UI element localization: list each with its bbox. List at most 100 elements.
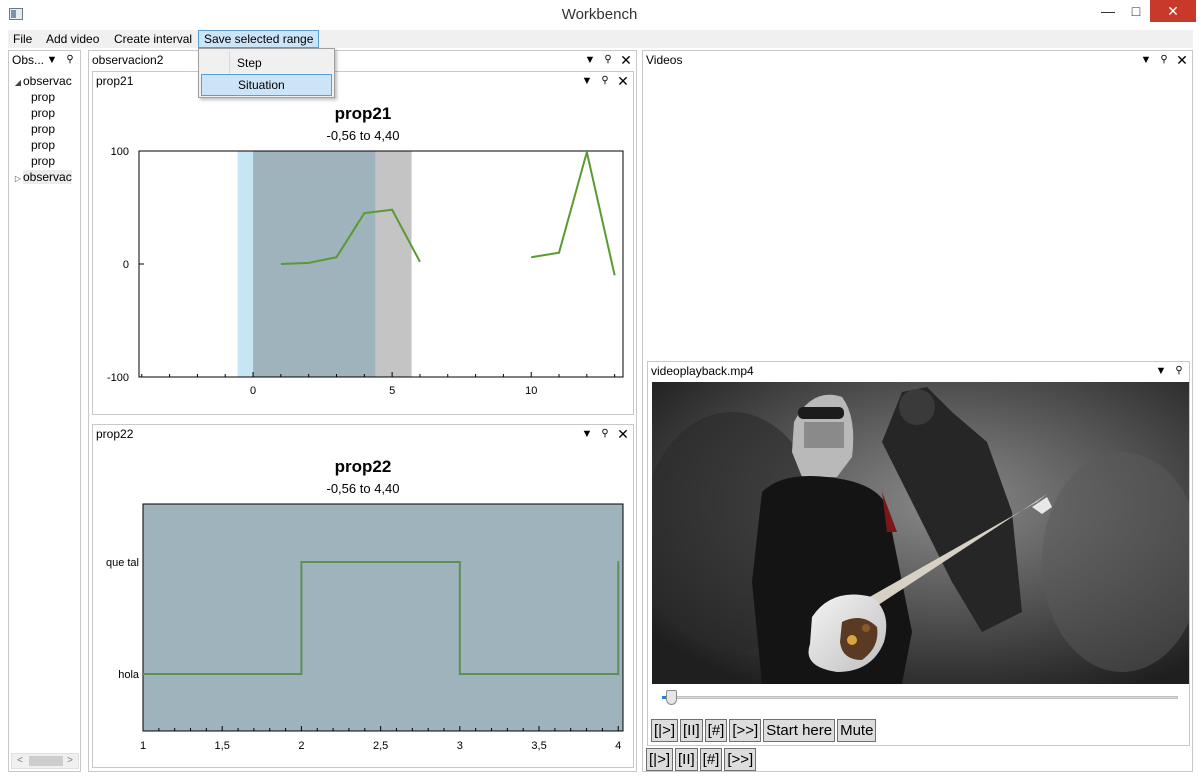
tree-node-label: observac: [23, 74, 72, 88]
dropdown-item-situation[interactable]: Situation: [201, 74, 332, 96]
chevron-down-icon[interactable]: ▼: [1155, 365, 1167, 377]
chevron-down-icon[interactable]: ▼: [581, 428, 593, 440]
pin-icon[interactable]: ⚲: [66, 54, 74, 65]
pin-icon[interactable]: ⚲: [601, 428, 609, 439]
tree-node-label: prop: [31, 90, 56, 104]
observation-tree: ◢ observac prop prop prop prop prop ▷ observac: [11, 73, 77, 185]
maximize-button[interactable]: □: [1131, 3, 1141, 19]
app-icon: [9, 8, 23, 20]
videos-pane: Videos ▼ ⚲ ✕ videoplayback.mp4 ▼ ⚲: [642, 50, 1193, 772]
observations-pane-title: Obs...: [12, 53, 45, 67]
fast-forward-all-button[interactable]: [>>]: [724, 748, 757, 771]
start-here-button[interactable]: Start here: [763, 719, 836, 742]
prop21-pane: prop21 ▼ ⚲ ✕ prop21 -0,56 to 4,40 0 5 10 10…: [92, 71, 634, 415]
close-icon[interactable]: ✕: [617, 73, 629, 89]
dropdown-item-step[interactable]: Step: [237, 56, 262, 70]
pin-icon[interactable]: ⚲: [604, 54, 612, 65]
tree-node-property[interactable]: prop: [11, 153, 77, 169]
pause-button[interactable]: [II]: [680, 719, 703, 742]
scrollbar-thumb[interactable]: [29, 756, 63, 766]
save-range-dropdown: Step Situation: [198, 48, 335, 98]
step-series-line: [143, 561, 620, 675]
prop22-chart-subtitle: -0,56 to 4,40: [326, 481, 400, 496]
close-icon[interactable]: ✕: [620, 52, 632, 68]
prop22-chart[interactable]: 1 1,5 2 2,5 3 3,5 4 hola que tal: [93, 425, 633, 767]
y-category-label: hola: [118, 669, 140, 681]
observation-pane-title: observacion2: [92, 53, 164, 67]
x-tick-label: 2: [298, 740, 304, 752]
play-all-button[interactable]: [|>]: [646, 748, 673, 771]
prop21-chart-subtitle: -0,56 to 4,40: [326, 128, 400, 143]
prop21-pane-controls: ▼ ⚲ ✕: [581, 72, 629, 90]
pause-all-button[interactable]: [II]: [675, 748, 698, 771]
video-frame[interactable]: [652, 382, 1189, 684]
video-still-image: [652, 382, 1189, 684]
tree-node-label: prop: [31, 154, 56, 168]
chevron-down-icon[interactable]: ▼: [581, 75, 593, 87]
chevron-down-icon[interactable]: ▼: [46, 54, 58, 66]
observations-pane-controls: ▼ ⚲: [46, 51, 76, 69]
close-icon[interactable]: ✕: [617, 426, 629, 442]
scroll-left-icon[interactable]: <: [17, 755, 23, 766]
seek-thumb[interactable]: [665, 690, 677, 705]
seek-track[interactable]: [662, 696, 1178, 699]
window-title: Workbench: [561, 6, 638, 23]
x-tick-label: 4: [615, 740, 621, 752]
x-tick-label: 2,5: [373, 740, 388, 752]
videos-pane-title: Videos: [646, 53, 683, 67]
horizontal-scrollbar[interactable]: < >: [11, 753, 79, 769]
prop22-pane-controls: ▼ ⚲ ✕: [581, 425, 629, 443]
mute-button[interactable]: Mute: [837, 719, 877, 742]
collapsed-arrow-icon[interactable]: ▷: [14, 174, 22, 183]
selection-band-dark: [253, 151, 376, 377]
y-tick-label: -100: [107, 372, 129, 384]
chevron-down-icon[interactable]: ▼: [584, 54, 596, 66]
close-icon[interactable]: ✕: [1176, 52, 1188, 68]
stop-all-button[interactable]: [#]: [699, 748, 723, 771]
prop21-chart[interactable]: 0 5 10 100 0 -100: [93, 72, 633, 414]
stop-button[interactable]: [#]: [704, 719, 728, 742]
menu-create-interval[interactable]: Create interval: [114, 32, 193, 46]
video-seek-slider[interactable]: [662, 690, 1178, 705]
videos-pane-controls: ▼ ⚲ ✕: [1140, 51, 1188, 69]
observation-pane: observacion2 ▼ ⚲ ✕ prop21 ▼ ⚲ ✕ prop21 -…: [88, 50, 637, 772]
chevron-down-icon[interactable]: ▼: [1140, 54, 1152, 66]
prop22-pane: prop22 ▼ ⚲ ✕ prop22 -0,56 to 4,40 1 1,5 2 2…: [92, 424, 634, 768]
tree-node-property[interactable]: prop: [11, 105, 77, 121]
menu-file[interactable]: File: [13, 32, 33, 46]
x-tick-label: 10: [525, 385, 537, 397]
play-button[interactable]: [|>]: [651, 719, 678, 742]
video-pane-controls: ▼ ⚲: [1155, 362, 1185, 380]
y-tick-label: 0: [123, 259, 129, 271]
pin-icon[interactable]: ⚲: [1175, 365, 1183, 376]
tree-node-label: prop: [31, 122, 56, 136]
tree-node-observation[interactable]: ▷ observac: [11, 169, 77, 185]
prop22-pane-title: prop22: [96, 427, 134, 441]
tree-node-observation[interactable]: ◢ observac: [11, 73, 77, 89]
global-video-controls: [|>] [II] [#] [>>]: [646, 748, 757, 771]
series-line-segment-1: [531, 151, 616, 276]
tree-node-property[interactable]: prop: [11, 137, 77, 153]
x-tick-label: 1,5: [215, 740, 230, 752]
prop21-pane-title: prop21: [96, 74, 134, 88]
close-window-button[interactable]: ✕: [1150, 0, 1196, 22]
expanded-arrow-icon[interactable]: ◢: [14, 78, 22, 87]
title-bar: Workbench — □ ✕: [0, 0, 1199, 30]
pin-icon[interactable]: ⚲: [1160, 54, 1168, 65]
menu-save-selected-range[interactable]: Save selected range: [198, 30, 320, 48]
x-tick-label: 0: [250, 385, 256, 397]
selection-band-light: [237, 151, 254, 377]
tree-node-property[interactable]: prop: [11, 89, 77, 105]
tree-node-label: prop: [31, 106, 56, 120]
scroll-right-icon[interactable]: >: [67, 755, 73, 766]
video-player-controls: [|>] [II] [#] [>>] Start here Mute: [651, 719, 877, 742]
tree-node-property[interactable]: prop: [11, 121, 77, 137]
fast-forward-button[interactable]: [>>]: [729, 719, 762, 742]
pin-icon[interactable]: ⚲: [601, 75, 609, 86]
tree-node-label: observac: [23, 170, 72, 184]
minimize-button[interactable]: —: [1101, 3, 1115, 19]
menu-add-video[interactable]: Add video: [46, 32, 100, 46]
x-tick-label: 3,5: [531, 740, 546, 752]
prop22-chart-title: prop22: [334, 457, 392, 476]
y-tick-label: 100: [111, 146, 129, 158]
